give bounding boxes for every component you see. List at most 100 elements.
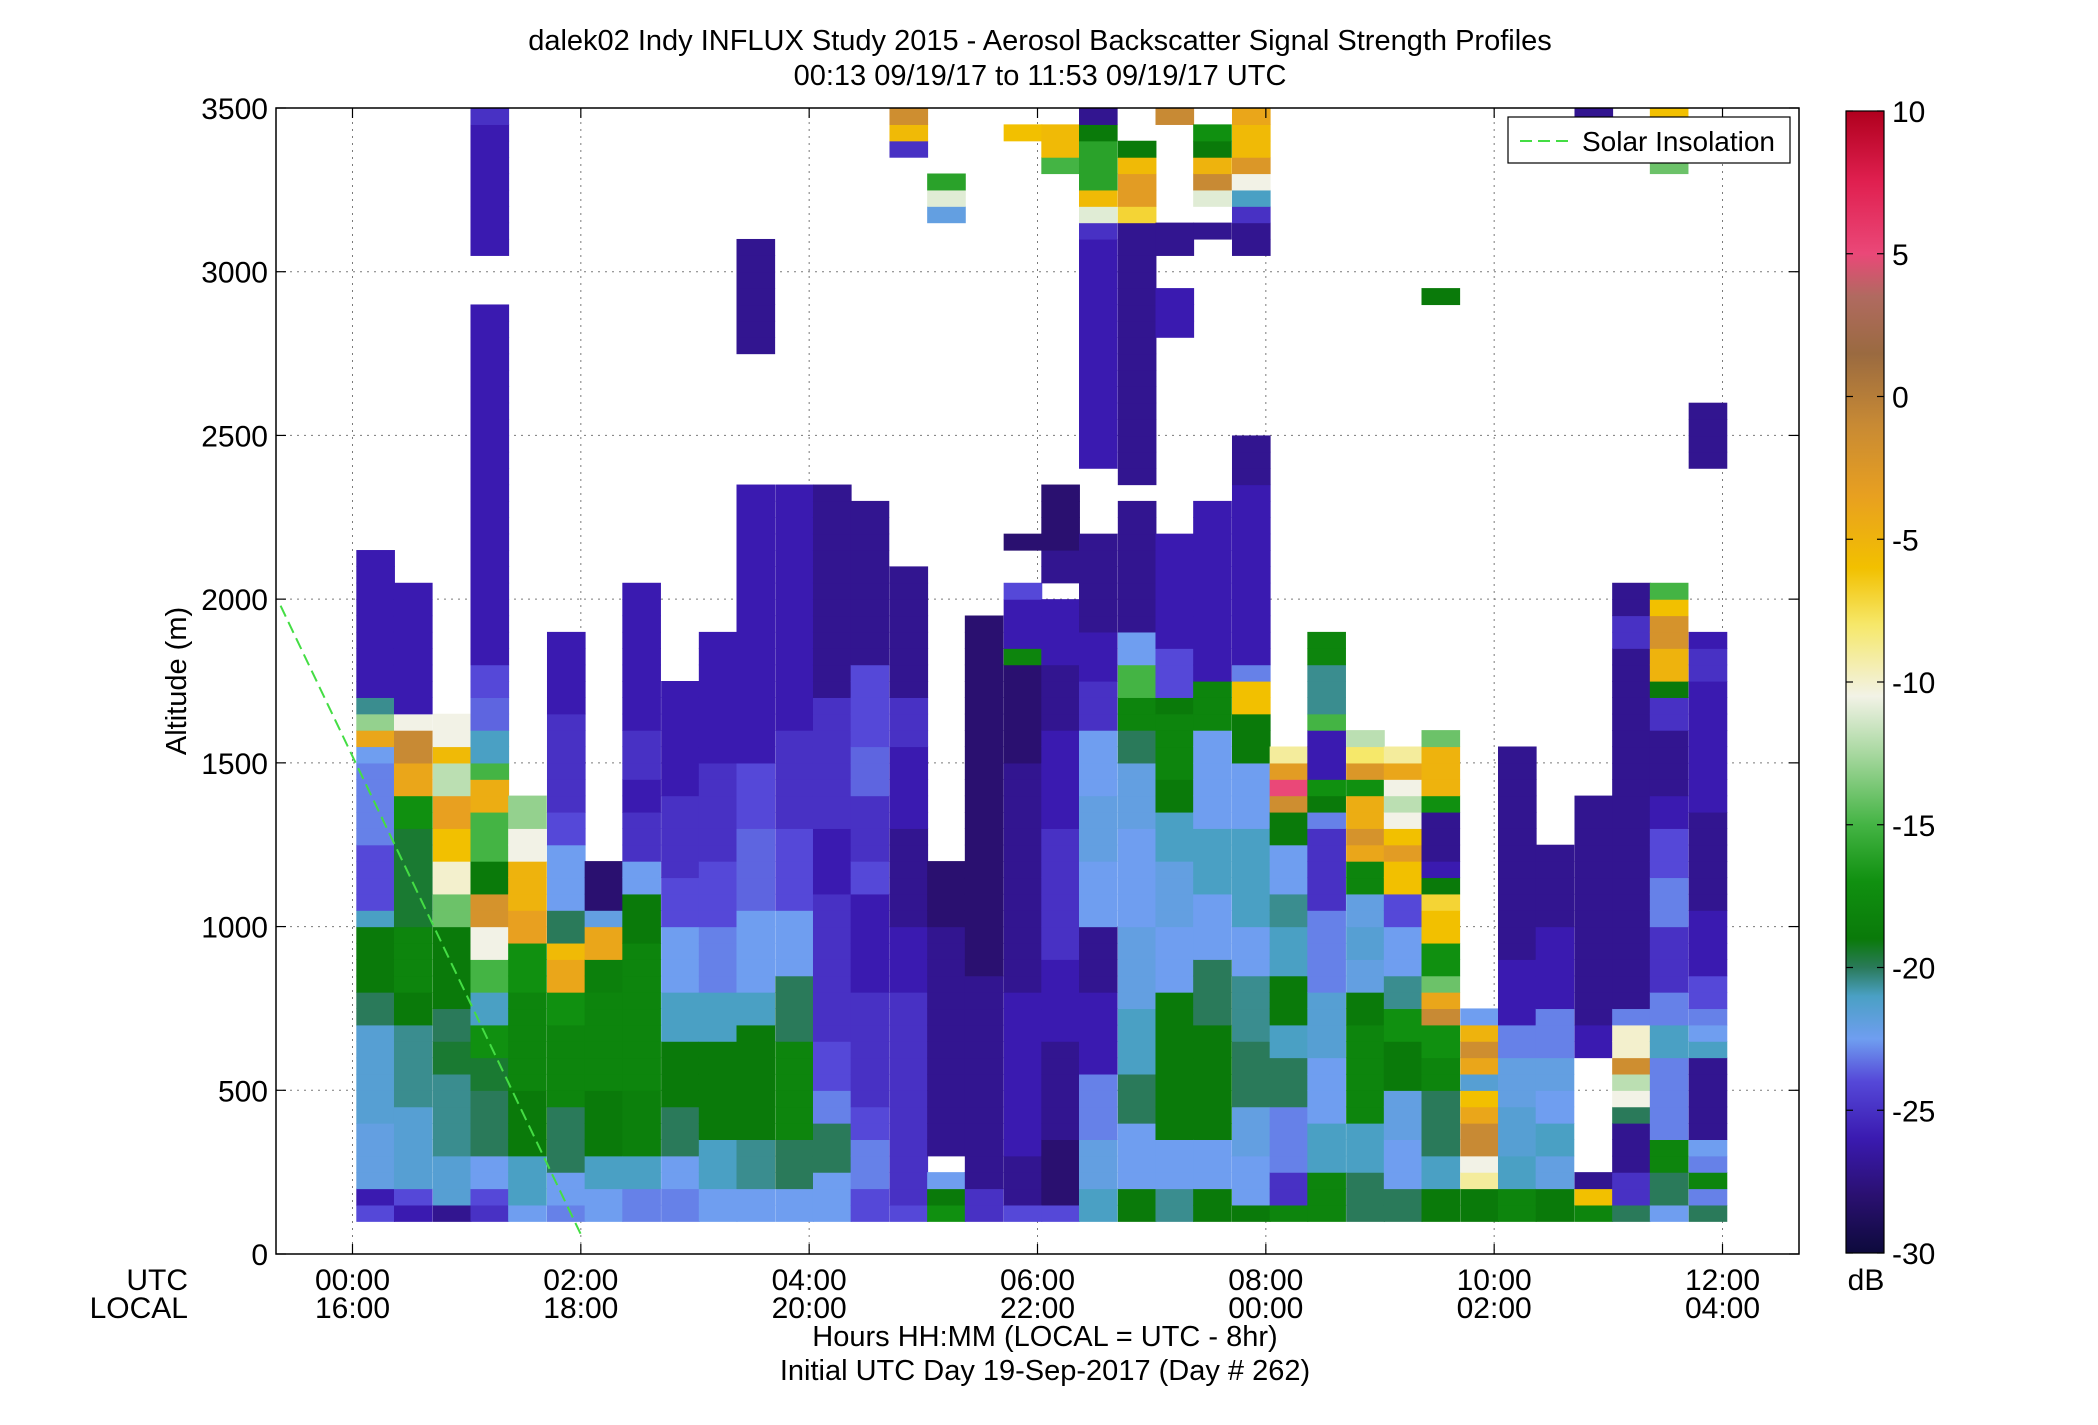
- heatmap-cell: [1117, 844, 1157, 862]
- heatmap-cell: [1346, 1188, 1385, 1206]
- heatmap-cell: [1155, 599, 1195, 617]
- heatmap-cell: [1649, 942, 1689, 960]
- heatmap-cell: [393, 877, 433, 895]
- heatmap-cell: [736, 271, 776, 289]
- heatmap-cell: [1079, 304, 1118, 322]
- heatmap-cell: [1003, 1041, 1043, 1059]
- heatmap-cell: [1003, 992, 1043, 1010]
- heatmap-cell: [546, 975, 586, 993]
- heatmap-cell: [698, 1204, 738, 1222]
- heatmap-cell: [1117, 386, 1157, 404]
- heatmap-cell: [1346, 1172, 1385, 1190]
- heatmap-cell: [1231, 910, 1271, 928]
- heatmap-cell: [1649, 1106, 1689, 1124]
- heatmap-cell: [1117, 1155, 1157, 1173]
- heatmap-cell: [698, 861, 738, 879]
- heatmap-cell: [1688, 1139, 1728, 1157]
- heatmap-cell: [432, 795, 472, 813]
- heatmap-cell: [1155, 1024, 1195, 1042]
- heatmap-cell: [1041, 910, 1080, 928]
- heatmap-cell: [1041, 157, 1080, 175]
- heatmap-cell: [1193, 877, 1232, 895]
- heatmap-cell: [927, 975, 966, 993]
- heatmap-cell: [1117, 795, 1157, 813]
- heatmap-cell: [584, 861, 624, 879]
- heatmap-cell: [1155, 730, 1195, 748]
- heatmap-cell: [1269, 1057, 1309, 1075]
- heatmap-cell: [889, 1106, 929, 1124]
- heatmap-cell: [1155, 942, 1195, 960]
- heatmap-cell: [1117, 140, 1157, 158]
- heatmap-cell: [812, 811, 852, 829]
- colorbar-tick-label: -25: [1892, 1095, 1935, 1128]
- heatmap-cell: [736, 599, 776, 617]
- heatmap-cell: [470, 730, 510, 748]
- heatmap-cell: [1231, 893, 1271, 911]
- heatmap-cell: [1193, 1008, 1232, 1026]
- heatmap-cell: [1498, 1090, 1537, 1108]
- heatmap-cell: [1688, 1172, 1728, 1190]
- heatmap-cell: [584, 975, 624, 993]
- heatmap-cell: [622, 1008, 661, 1026]
- heatmap-cell: [1079, 157, 1118, 175]
- heatmap-cell: [622, 681, 661, 698]
- heatmap-cell: [1383, 861, 1423, 879]
- heatmap-cell: [1612, 975, 1651, 993]
- heatmap-cell: [812, 1090, 852, 1108]
- heatmap-cell: [1003, 959, 1043, 977]
- heatmap-cell: [1269, 762, 1309, 780]
- heatmap-cell: [1383, 1139, 1423, 1157]
- heatmap-cell: [812, 730, 852, 748]
- heatmap-cell: [622, 1155, 661, 1173]
- heatmap-cell: [1231, 992, 1271, 1010]
- heatmap-cell: [470, 566, 510, 584]
- heatmap-cell: [622, 648, 661, 666]
- heatmap-cell: [1612, 1057, 1651, 1075]
- heatmap-cell: [927, 959, 966, 977]
- heatmap-cell: [698, 1073, 738, 1091]
- heatmap-cell: [622, 697, 661, 715]
- heatmap-cell: [1421, 1155, 1461, 1173]
- heatmap-cell: [1612, 615, 1651, 633]
- heatmap-cell: [1574, 795, 1614, 813]
- legend: Solar Insolation: [1507, 116, 1791, 164]
- heatmap-cell: [1346, 893, 1385, 911]
- heatmap-cell: [470, 451, 510, 469]
- heatmap-cell: [889, 124, 929, 142]
- x-tick-label-local: 18:00: [543, 1292, 618, 1325]
- heatmap-cell: [1688, 910, 1728, 928]
- heatmap-cell: [1307, 779, 1346, 797]
- heatmap-cell: [508, 1172, 547, 1190]
- heatmap-cell: [1383, 893, 1423, 911]
- heatmap-cell: [1612, 877, 1651, 895]
- heatmap-cell: [1383, 877, 1423, 895]
- heatmap-cell: [1155, 1188, 1195, 1206]
- heatmap-cell: [1383, 1008, 1423, 1026]
- heatmap-cell: [1383, 1155, 1423, 1173]
- heatmap-cell: [1535, 1204, 1575, 1222]
- heatmap-cell: [584, 1106, 624, 1124]
- heatmap-cell: [1117, 1204, 1157, 1222]
- heatmap-cell: [1041, 1172, 1080, 1190]
- heatmap-cell: [1346, 942, 1385, 960]
- heatmap-cell: [1498, 1106, 1537, 1124]
- heatmap-cell: [812, 517, 852, 535]
- heatmap-cell: [1231, 1024, 1271, 1042]
- heatmap-cell: [1612, 861, 1651, 879]
- heatmap-cell: [661, 893, 700, 911]
- heatmap-cell: [736, 484, 776, 502]
- heatmap-cell: [812, 893, 852, 911]
- heatmap-cell: [432, 1008, 472, 1026]
- heatmap-cell: [356, 1123, 395, 1140]
- heatmap-cell: [1079, 320, 1118, 338]
- heatmap-cell: [508, 844, 547, 862]
- heatmap-cell: [964, 1155, 1004, 1173]
- heatmap-cell: [698, 828, 738, 846]
- heatmap-cell: [889, 910, 929, 928]
- heatmap-cell: [356, 762, 395, 780]
- heatmap-cell: [964, 746, 1004, 764]
- heatmap-cell: [850, 975, 890, 993]
- heatmap-cell: [1574, 811, 1614, 829]
- heatmap-cell: [1193, 1024, 1232, 1042]
- heatmap-cell: [1383, 1172, 1423, 1190]
